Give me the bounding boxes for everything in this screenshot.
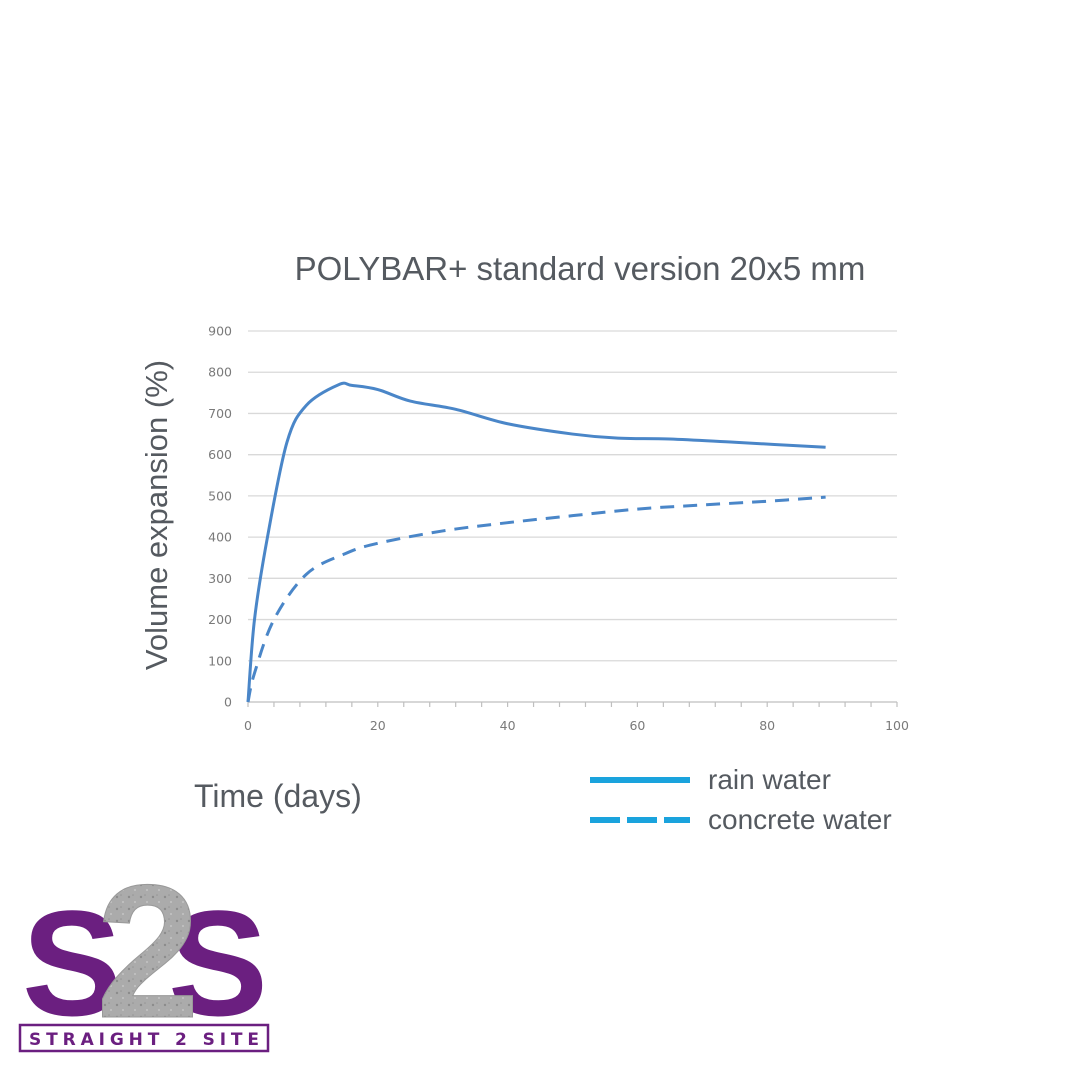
- logo-letter-s-left: S: [22, 879, 122, 1047]
- y-tick-label: 0: [224, 695, 232, 710]
- x-tick-label: 0: [244, 718, 252, 733]
- logo-letter-s-right: S: [168, 879, 268, 1047]
- x-tick-label: 60: [629, 718, 645, 733]
- y-tick-label: 100: [208, 653, 232, 668]
- chart-title: POLYBAR+ standard version 20x5 mm: [294, 250, 866, 287]
- series-line-rain-water: [246, 381, 826, 703]
- x-tick-label: 40: [500, 718, 516, 733]
- logo-number-2: 2: [96, 846, 200, 1053]
- y-tick-label: 400: [208, 530, 232, 545]
- dashed-line-swatch-icon: [590, 817, 690, 823]
- x-tick-label: 80: [759, 718, 775, 733]
- axes: 0 100 200 300 400 500 600 700 800 900 0 20 40 60 80 100: [208, 324, 909, 734]
- y-tick-label: 500: [208, 488, 232, 503]
- legend-item-rain-water: rain water: [590, 760, 892, 800]
- gridlines: [248, 330, 897, 662]
- data-series: [246, 381, 826, 703]
- y-tick-label: 200: [208, 612, 232, 627]
- solid-line-swatch-icon: [590, 777, 690, 783]
- y-tick-label: 800: [208, 365, 232, 380]
- legend-item-concrete-water: concrete water: [590, 800, 892, 840]
- x-tick-label: 20: [370, 718, 386, 733]
- x-axis-label: Time (days): [194, 778, 362, 814]
- series-line-concrete-water: [246, 495, 826, 703]
- y-tick-label: 300: [208, 571, 232, 586]
- y-tick-label: 900: [208, 324, 232, 339]
- s2s-logo: S S 2 STRAIGHT 2 SITE: [18, 846, 270, 1053]
- legend: rain water concrete water: [590, 760, 892, 840]
- y-tick-label: 600: [208, 447, 232, 462]
- x-tick-label: 100: [885, 718, 909, 733]
- y-tick-label: 700: [208, 406, 232, 421]
